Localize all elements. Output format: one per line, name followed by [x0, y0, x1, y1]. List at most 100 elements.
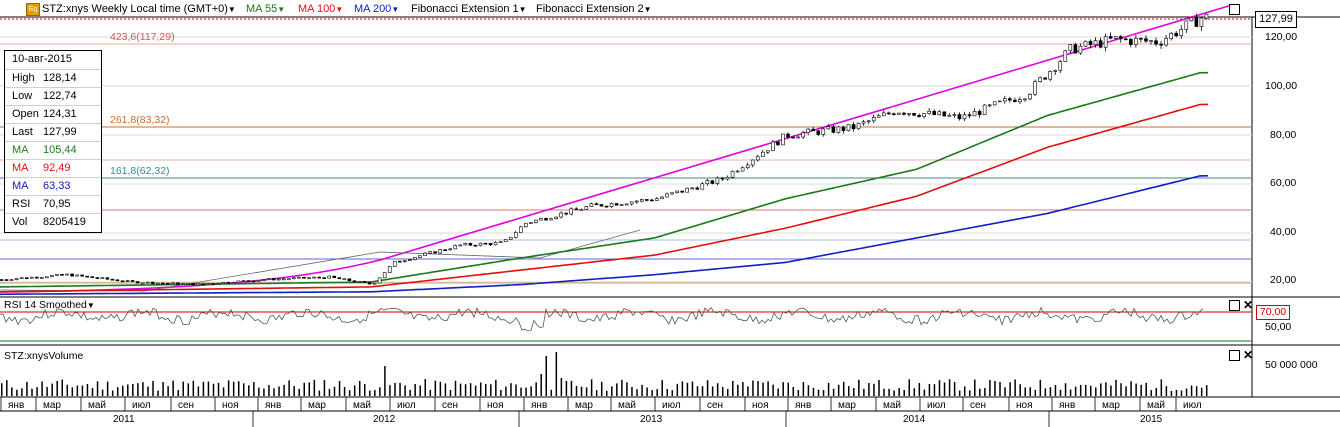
volume-bar — [711, 386, 714, 396]
candle-body — [534, 219, 538, 223]
volume-bar — [1130, 381, 1132, 396]
candle-body — [967, 114, 972, 117]
volume-bar — [469, 383, 472, 396]
volume-bar — [1185, 388, 1188, 396]
candle-body — [50, 275, 54, 278]
equity-icon: Eq — [26, 3, 40, 16]
volume-bar — [308, 382, 311, 396]
candle-body — [599, 204, 604, 207]
ma55-line — [0, 71, 1208, 288]
ma100-indicator[interactable]: MA 100▼ — [298, 3, 343, 16]
volume-bar — [606, 390, 608, 396]
rsi-panel-title[interactable]: RSI 14 Smoothed▼ — [4, 299, 95, 312]
volume-bar — [96, 381, 99, 396]
info-row-open: Open 124,31 — [5, 105, 101, 124]
candle-body — [75, 274, 79, 277]
volume-bar — [147, 386, 149, 396]
volume-bars — [1, 352, 1208, 396]
info-value: 8205419 — [43, 216, 86, 228]
volume-bar — [1004, 387, 1006, 396]
volume-bar — [172, 380, 174, 396]
rsi-maximize-button[interactable] — [1229, 300, 1240, 311]
volume-bar — [984, 388, 986, 396]
volume-bar — [404, 385, 406, 396]
candle-body — [947, 114, 952, 117]
candle-body — [861, 121, 866, 124]
info-date: 10-авг-2015 — [12, 53, 73, 65]
volume-maximize-button[interactable] — [1229, 350, 1240, 361]
volume-bar — [787, 382, 789, 396]
candle-body — [730, 170, 735, 178]
chevron-down-icon: ▼ — [86, 301, 95, 310]
volume-bar — [46, 386, 48, 396]
price-tick: 80,00 — [1270, 129, 1297, 141]
candle-body — [211, 283, 216, 286]
month-label: мар — [43, 400, 61, 411]
month-label: мар — [575, 400, 593, 411]
candle-body — [1008, 98, 1012, 101]
candle-body — [1018, 99, 1022, 103]
ma200-indicator[interactable]: MA 200▼ — [354, 3, 399, 16]
rsi-line — [0, 306, 1204, 332]
candle-body — [488, 243, 493, 246]
candle-body — [9, 279, 14, 281]
volume-close-button[interactable]: ✕ — [1243, 348, 1254, 362]
rsi-close-button[interactable]: ✕ — [1243, 298, 1254, 312]
info-label: RSI — [12, 198, 31, 210]
candle-body — [1043, 77, 1047, 80]
candle-body — [85, 275, 90, 278]
volume-bar — [61, 379, 63, 396]
volume-bar — [71, 387, 74, 396]
month-label: янв — [265, 400, 282, 411]
volume-bar — [1175, 389, 1178, 396]
candle-body — [912, 113, 916, 116]
candle-body — [463, 243, 468, 246]
fib-extension-1[interactable]: Fibonacci Extension 1▼ — [411, 3, 527, 16]
volume-bar — [701, 386, 704, 396]
candle-body — [191, 283, 195, 286]
candle-body — [110, 278, 115, 281]
candle-body — [261, 279, 266, 281]
volume-bar — [923, 389, 926, 396]
volume-bar — [283, 384, 285, 396]
volume-bar — [444, 383, 447, 396]
volume-bar — [621, 379, 623, 396]
candle-body — [760, 151, 765, 157]
candle-body — [705, 180, 710, 185]
volume-bar — [555, 352, 558, 396]
volume-bar — [6, 380, 8, 396]
candle-body — [130, 280, 135, 282]
volume-bar — [56, 380, 58, 396]
ma55-indicator[interactable]: MA 55▼ — [246, 3, 285, 16]
volume-bar — [237, 381, 240, 396]
volume-bar — [157, 390, 159, 396]
info-value: 92,49 — [43, 162, 71, 174]
volume-bar — [671, 390, 674, 396]
month-label: июл — [132, 400, 151, 411]
candle-body — [377, 277, 382, 284]
candle-body — [307, 277, 311, 280]
candle-body — [1129, 38, 1133, 45]
candle-body — [433, 251, 437, 254]
candle-body — [750, 159, 755, 166]
volume-bar — [666, 389, 668, 396]
price-tick: 20,00 — [1270, 274, 1297, 286]
volume-bar — [495, 379, 497, 396]
volume-bar — [535, 382, 537, 396]
volume-bar — [1160, 379, 1163, 396]
candle-body — [524, 222, 528, 228]
candle-body — [70, 273, 74, 277]
symbol-title[interactable]: STZ:xnys Weekly Local time (GMT+0)▼ — [42, 3, 236, 16]
fib-extension-2[interactable]: Fibonacci Extension 2▼ — [536, 3, 652, 16]
volume-bar — [979, 388, 981, 396]
volume-bar — [212, 383, 215, 396]
candle-body — [171, 282, 175, 285]
candle-body — [841, 126, 846, 132]
month-label: май — [1147, 400, 1166, 411]
candle-body — [145, 281, 150, 284]
trend-line[interactable] — [0, 4, 1233, 293]
maximize-button[interactable] — [1229, 4, 1240, 15]
candle-body — [1184, 20, 1189, 30]
volume-bar — [545, 356, 547, 396]
